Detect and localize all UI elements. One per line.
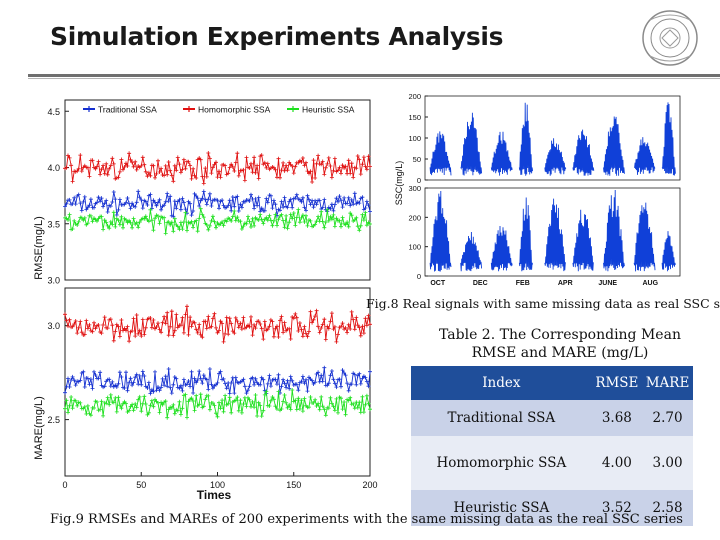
table-header-row: Index RMSE MARE xyxy=(411,366,693,400)
row-method: Homomorphic SSA xyxy=(411,436,592,490)
y-tick-label: 3.0 xyxy=(47,321,60,331)
y-tick-label: 4.5 xyxy=(47,107,60,117)
row-mare: 2.58 xyxy=(642,490,693,526)
x-tick-label: JUNE xyxy=(598,280,617,287)
legend-marker xyxy=(86,106,92,112)
title-divider xyxy=(28,74,720,77)
y-tick-label: 150 xyxy=(408,113,421,122)
x-tick-label: 100 xyxy=(210,480,225,490)
title-divider-thin xyxy=(28,78,720,79)
ssc-ylabel: SSC(mg/L) xyxy=(394,161,404,206)
row-rmse: 3.68 xyxy=(591,400,643,436)
university-seal-logo xyxy=(642,10,698,66)
x-tick-label: DEC xyxy=(473,280,488,287)
y-tick-label: 0 xyxy=(417,176,421,185)
row-method: Heuristic SSA xyxy=(411,490,592,526)
rmse-ylabel: RMSE(mg/L) xyxy=(33,216,45,280)
y-tick-label: 3.0 xyxy=(47,276,60,286)
y-tick-label: 100 xyxy=(408,243,421,252)
y-tick-label: 200 xyxy=(408,213,421,222)
col-index: Index xyxy=(411,366,592,400)
series-markers xyxy=(63,365,372,396)
legend-label: Heuristic SSA xyxy=(302,105,355,115)
fig9-chart: 3.0 3.5 4.0 4.5 Traditional SSA Homomorphic S… xyxy=(33,99,378,502)
y-tick-label: 4.0 xyxy=(47,163,60,173)
x-tick-label: 50 xyxy=(136,480,146,490)
mare-ylabel: MARE(mg/L) xyxy=(33,396,45,460)
row-rmse: 3.52 xyxy=(591,490,643,526)
y-tick-label: 2.5 xyxy=(47,415,60,425)
legend-label: Traditional SSA xyxy=(98,105,157,115)
table-row: Homomorphic SSA 4.00 3.00 xyxy=(411,436,693,490)
series-markers xyxy=(63,206,372,236)
fig9-caption: Fig.9 RMSEs and MAREs of 200 experiments… xyxy=(50,512,683,527)
y-tick-label: 3.5 xyxy=(47,219,60,229)
ssc-signal-line xyxy=(429,189,676,272)
x-tick-label: APR xyxy=(558,280,573,287)
table-title-line2: RMSE and MARE (mg/L) xyxy=(471,345,649,361)
series-markers xyxy=(63,189,372,219)
x-tick-label: 200 xyxy=(362,480,377,490)
y-tick-label: 50 xyxy=(413,155,421,164)
plot-frame xyxy=(64,99,371,281)
x-tick-label: 0 xyxy=(62,480,67,490)
fig8-chart: 0 50 100 150 200 0 100 200 300 OCT DEC FEB APR JUNE A… xyxy=(394,92,681,287)
table-title: Table 2. The Corresponding Mean RMSE and… xyxy=(410,326,710,362)
series-markers xyxy=(63,151,372,186)
x-tick-label: FEB xyxy=(516,280,530,287)
legend-label: Homomorphic SSA xyxy=(198,105,271,115)
y-tick-label: 300 xyxy=(408,184,421,193)
x-tick-label: 150 xyxy=(286,480,301,490)
ssc-signal-line xyxy=(429,102,676,176)
row-mare: 3.00 xyxy=(642,436,693,490)
y-tick-label: 100 xyxy=(408,134,421,143)
col-mare: MARE xyxy=(642,366,693,400)
legend-marker xyxy=(290,106,296,112)
mare-xlabel: Times xyxy=(197,488,232,502)
y-tick-label: 0 xyxy=(417,272,421,281)
y-tick-label: 200 xyxy=(408,92,421,101)
results-table: Index RMSE MARE Traditional SSA 3.68 2.7… xyxy=(411,366,693,526)
page-title: Simulation Experiments Analysis xyxy=(50,22,504,51)
table-row: Traditional SSA 3.68 2.70 xyxy=(411,400,693,436)
x-tick-label: OCT xyxy=(430,280,446,287)
row-mare: 2.70 xyxy=(642,400,693,436)
table-title-line1: Table 2. The Corresponding Mean xyxy=(439,327,681,343)
table-row: Heuristic SSA 3.52 2.58 xyxy=(411,490,693,526)
fig8-caption: Fig.8 Real signals with same missing dat… xyxy=(366,296,720,311)
series-markers xyxy=(63,304,372,344)
series-markers xyxy=(63,388,372,420)
col-rmse: RMSE xyxy=(591,366,643,400)
legend-marker xyxy=(186,106,192,112)
row-rmse: 4.00 xyxy=(591,436,643,490)
row-method: Traditional SSA xyxy=(411,400,592,436)
x-tick-label: AUG xyxy=(642,280,658,287)
